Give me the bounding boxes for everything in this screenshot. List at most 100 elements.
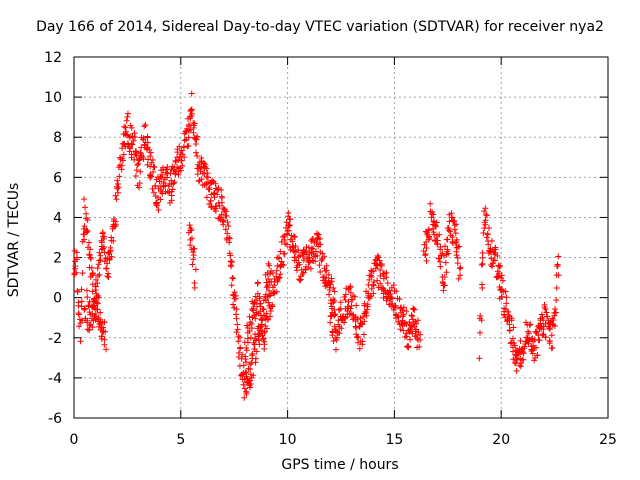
data-point bbox=[484, 230, 491, 237]
x-tick-label: 15 bbox=[385, 432, 403, 448]
data-point bbox=[75, 311, 82, 318]
data-point bbox=[508, 317, 515, 324]
data-point bbox=[296, 261, 303, 268]
data-point bbox=[420, 247, 427, 254]
data-point bbox=[154, 202, 161, 209]
data-point bbox=[257, 300, 264, 307]
data-point bbox=[479, 260, 486, 267]
data-point bbox=[321, 253, 328, 260]
data-point bbox=[220, 217, 227, 224]
data-point bbox=[384, 280, 391, 287]
data-point bbox=[206, 186, 213, 193]
data-point bbox=[519, 356, 526, 363]
y-axis-label: SDTVAR / TECUs bbox=[6, 182, 22, 298]
data-point bbox=[99, 229, 106, 236]
data-point bbox=[441, 282, 448, 289]
data-point bbox=[280, 261, 287, 268]
data-point bbox=[179, 162, 186, 169]
data-point bbox=[417, 331, 424, 338]
data-point bbox=[91, 305, 98, 312]
data-point bbox=[144, 133, 151, 140]
data-point bbox=[112, 218, 119, 225]
data-point bbox=[499, 277, 506, 284]
data-point bbox=[506, 327, 513, 334]
data-point bbox=[273, 288, 280, 295]
data-point bbox=[437, 263, 444, 270]
data-point bbox=[73, 249, 80, 256]
data-point bbox=[355, 339, 362, 346]
data-point bbox=[103, 265, 110, 272]
data-point bbox=[553, 297, 560, 304]
data-point bbox=[234, 321, 241, 328]
data-point bbox=[220, 221, 227, 228]
data-point bbox=[248, 325, 255, 332]
data-point bbox=[185, 134, 192, 141]
data-point bbox=[95, 292, 102, 299]
data-point bbox=[256, 341, 263, 348]
data-point bbox=[264, 282, 271, 289]
data-point bbox=[275, 275, 282, 282]
data-point bbox=[105, 274, 112, 281]
data-point bbox=[297, 276, 304, 283]
data-point bbox=[193, 135, 200, 142]
data-point bbox=[94, 265, 101, 272]
data-point bbox=[179, 151, 186, 158]
data-point bbox=[407, 336, 414, 343]
data-point bbox=[198, 154, 205, 161]
data-point bbox=[211, 194, 218, 201]
data-point bbox=[265, 316, 272, 323]
data-point bbox=[86, 251, 93, 258]
data-point bbox=[383, 297, 390, 304]
data-point bbox=[270, 290, 277, 297]
data-point bbox=[396, 296, 403, 303]
data-point bbox=[108, 253, 115, 260]
data-point bbox=[101, 336, 108, 343]
data-point bbox=[524, 328, 531, 335]
y-tick-label: 4 bbox=[53, 210, 62, 226]
data-point bbox=[235, 338, 242, 345]
data-point bbox=[137, 150, 144, 157]
x-tick-label: 25 bbox=[599, 432, 617, 448]
data-point bbox=[181, 137, 188, 144]
data-point bbox=[528, 336, 535, 343]
data-point bbox=[276, 255, 283, 262]
data-point bbox=[261, 345, 268, 352]
data-point bbox=[267, 313, 274, 320]
data-point bbox=[451, 226, 458, 233]
data-point bbox=[336, 330, 343, 337]
data-point bbox=[291, 233, 298, 240]
data-point bbox=[150, 163, 157, 170]
data-point bbox=[89, 270, 96, 277]
data-point bbox=[90, 298, 97, 305]
data-point bbox=[512, 360, 519, 367]
data-point bbox=[410, 305, 417, 312]
data-point bbox=[75, 302, 82, 309]
data-point bbox=[286, 216, 293, 223]
data-point bbox=[266, 262, 273, 269]
data-point bbox=[367, 293, 374, 300]
data-point bbox=[436, 231, 443, 238]
data-point bbox=[456, 265, 463, 272]
data-point bbox=[255, 337, 262, 344]
data-point bbox=[347, 284, 354, 291]
data-point bbox=[136, 180, 143, 187]
data-point bbox=[494, 274, 501, 281]
data-point bbox=[425, 233, 432, 240]
data-point bbox=[527, 321, 534, 328]
data-point bbox=[370, 279, 377, 286]
data-point bbox=[508, 339, 515, 346]
data-point bbox=[252, 315, 259, 322]
y-tick-label: 2 bbox=[53, 251, 62, 267]
data-point bbox=[312, 248, 319, 255]
data-point bbox=[454, 254, 461, 261]
data-point bbox=[482, 217, 489, 224]
data-point bbox=[316, 262, 323, 269]
data-point bbox=[87, 255, 94, 262]
y-tick-label: -6 bbox=[48, 411, 62, 427]
data-point bbox=[241, 394, 248, 401]
data-point bbox=[406, 319, 413, 326]
data-point bbox=[250, 305, 257, 312]
data-point bbox=[273, 267, 280, 274]
data-point bbox=[159, 190, 166, 197]
